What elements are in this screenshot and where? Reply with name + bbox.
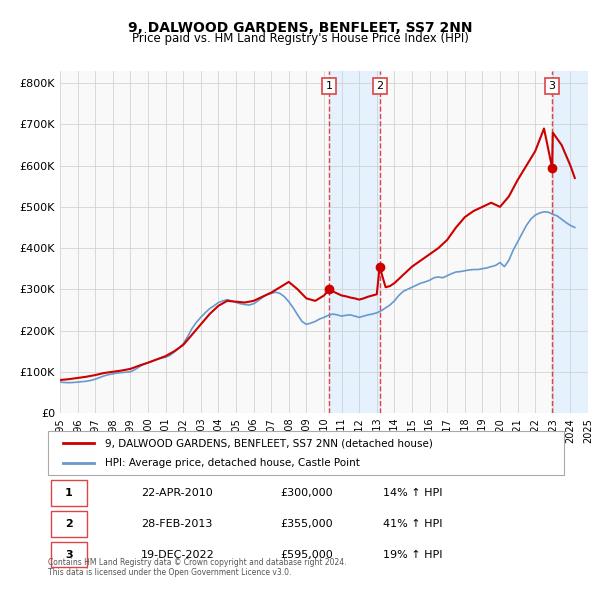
Text: 3: 3 xyxy=(548,81,556,91)
Text: Price paid vs. HM Land Registry's House Price Index (HPI): Price paid vs. HM Land Registry's House … xyxy=(131,32,469,45)
Text: 41% ↑ HPI: 41% ↑ HPI xyxy=(383,519,443,529)
Text: £300,000: £300,000 xyxy=(280,489,333,498)
Text: HPI: Average price, detached house, Castle Point: HPI: Average price, detached house, Cast… xyxy=(105,458,359,467)
Text: 14% ↑ HPI: 14% ↑ HPI xyxy=(383,489,443,498)
Text: 9, DALWOOD GARDENS, BENFLEET, SS7 2NN (detached house): 9, DALWOOD GARDENS, BENFLEET, SS7 2NN (d… xyxy=(105,438,433,448)
Text: 19% ↑ HPI: 19% ↑ HPI xyxy=(383,550,443,559)
Text: 2: 2 xyxy=(65,519,73,529)
Text: 1: 1 xyxy=(65,489,73,498)
Text: 2: 2 xyxy=(376,81,383,91)
Text: £355,000: £355,000 xyxy=(280,519,333,529)
FancyBboxPatch shape xyxy=(48,431,564,475)
FancyBboxPatch shape xyxy=(50,542,87,568)
Text: £595,000: £595,000 xyxy=(280,550,333,559)
Text: Contains HM Land Registry data © Crown copyright and database right 2024.
This d: Contains HM Land Registry data © Crown c… xyxy=(48,558,347,577)
Text: 9, DALWOOD GARDENS, BENFLEET, SS7 2NN: 9, DALWOOD GARDENS, BENFLEET, SS7 2NN xyxy=(128,21,472,35)
Text: 3: 3 xyxy=(65,550,73,559)
Bar xyxy=(552,71,588,413)
Text: 22-APR-2010: 22-APR-2010 xyxy=(141,489,212,498)
FancyBboxPatch shape xyxy=(50,480,87,506)
Bar xyxy=(329,71,380,413)
FancyBboxPatch shape xyxy=(50,511,87,537)
Text: 19-DEC-2022: 19-DEC-2022 xyxy=(141,550,215,559)
Text: 28-FEB-2013: 28-FEB-2013 xyxy=(141,519,212,529)
Text: 1: 1 xyxy=(326,81,333,91)
